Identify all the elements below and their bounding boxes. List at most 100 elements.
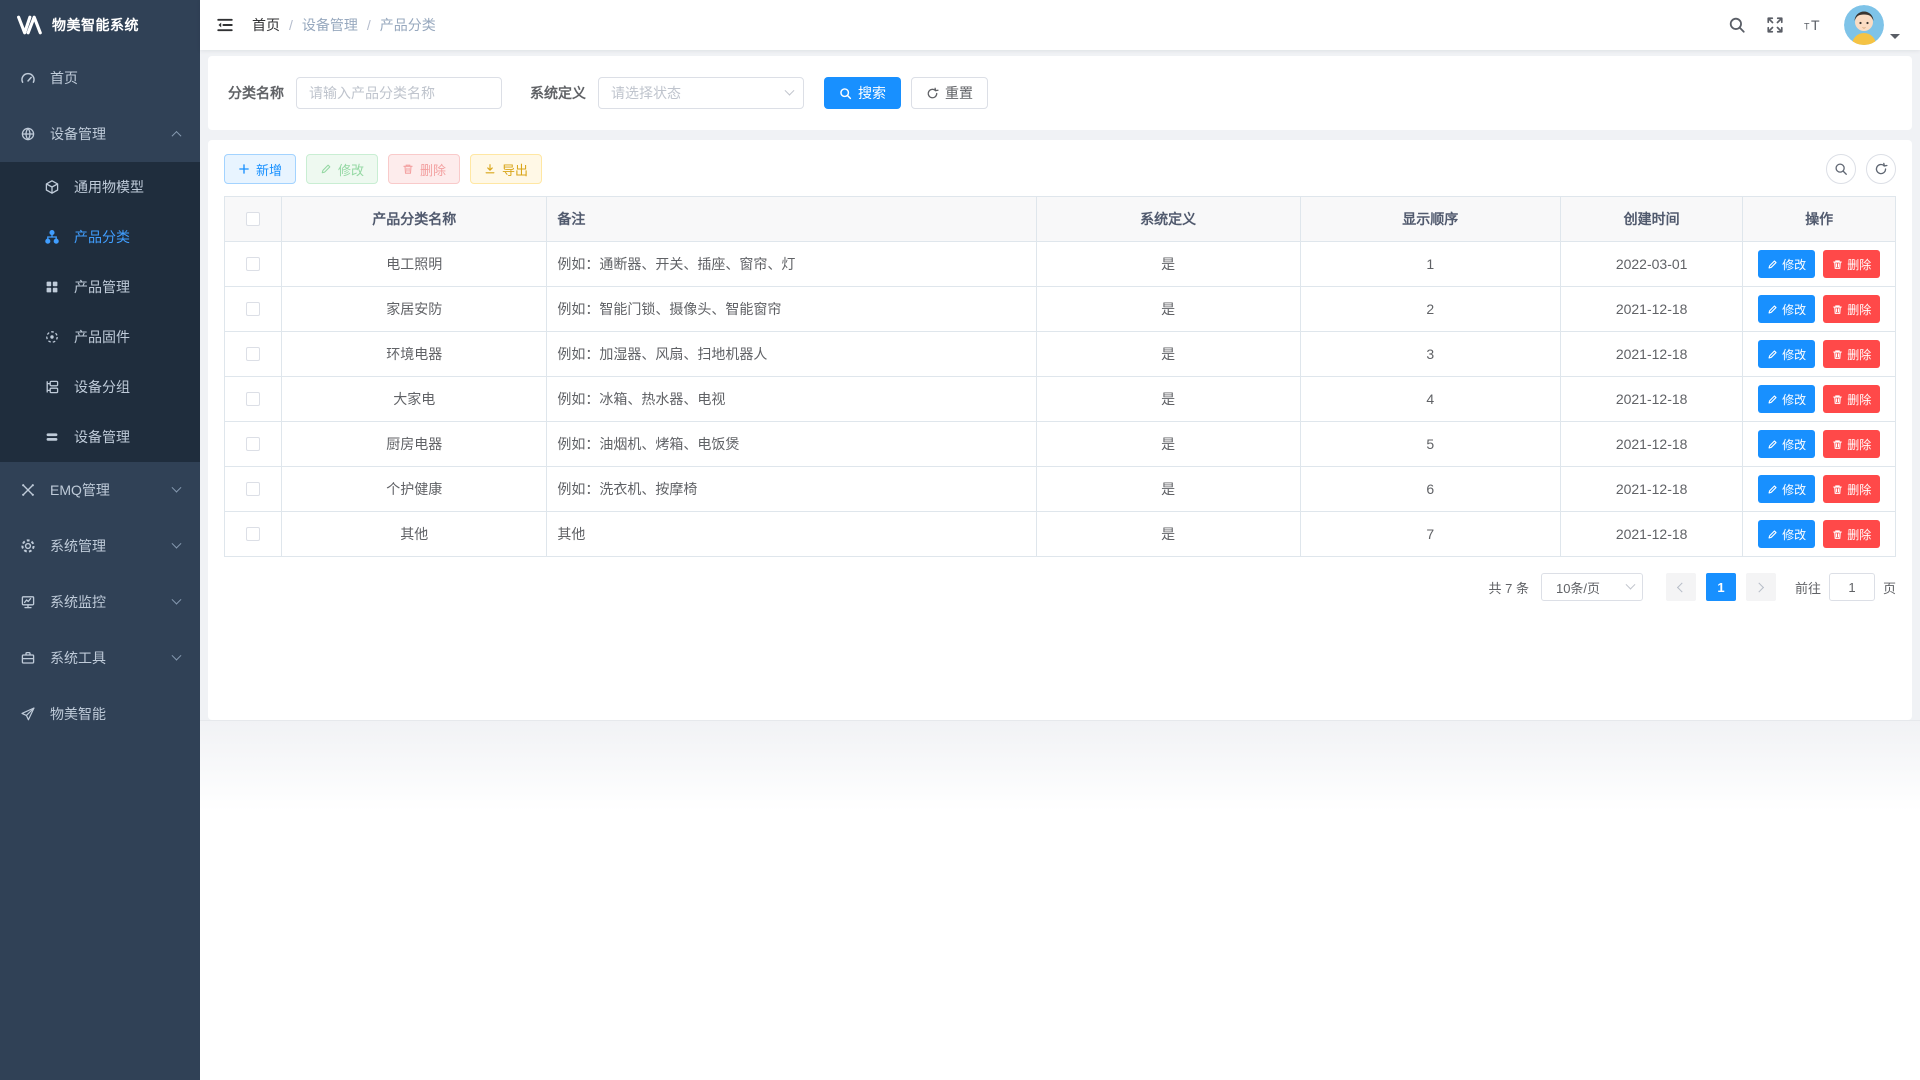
toolbox-icon xyxy=(20,650,36,666)
breadcrumb-device-management: 设备管理 xyxy=(301,17,358,33)
table-row: 厨房电器 例如：油烟机、烤箱、电饭煲是 5 2021-12-18 修改 删除 xyxy=(224,421,1896,467)
sidebar-item-home[interactable]: 首页 xyxy=(0,50,200,106)
font-size-icon[interactable]: T T xyxy=(1804,16,1824,34)
app-title: 物美智能系统 xyxy=(52,17,139,33)
cell-category-name: 家居安防 xyxy=(280,286,548,332)
cell-created-time: 2021-12-18 xyxy=(1559,511,1744,557)
sidebar-item-device-management[interactable]: 设备管理 xyxy=(0,106,200,162)
cell-display-order: 3 xyxy=(1299,331,1561,377)
cell-display-order: 7 xyxy=(1299,511,1561,557)
trash-icon xyxy=(1832,259,1843,270)
category-name-input[interactable] xyxy=(296,77,502,109)
page-number-1[interactable]: 1 xyxy=(1705,573,1736,601)
row-edit-button[interactable]: 修改 xyxy=(1758,430,1816,458)
trash-icon xyxy=(1832,484,1843,495)
paper-plane-icon xyxy=(20,706,36,722)
col-header-order: 显示顺序 xyxy=(1299,196,1561,242)
delete-button[interactable]: 删除 xyxy=(388,154,461,184)
row-delete-button[interactable]: 删除 xyxy=(1823,250,1881,278)
sidebar-item-device-management-sub[interactable]: 设备管理 xyxy=(0,412,200,462)
row-edit-button[interactable]: 修改 xyxy=(1758,340,1816,368)
user-menu[interactable] xyxy=(1844,5,1900,45)
search-icon[interactable] xyxy=(1728,16,1746,34)
row-delete-button[interactable]: 删除 xyxy=(1823,475,1881,503)
prev-page-button[interactable] xyxy=(1665,573,1696,601)
row-delete-button[interactable]: 删除 xyxy=(1823,430,1881,458)
fullscreen-icon[interactable] xyxy=(1766,16,1784,34)
breadcrumb-product-category: 产品分类 xyxy=(379,17,436,33)
row-edit-button[interactable]: 修改 xyxy=(1758,295,1816,323)
sidebar-item-product-management[interactable]: 产品管理 xyxy=(0,262,200,312)
page-size-select[interactable]: 10条/页 xyxy=(1540,573,1643,601)
cell-display-order: 6 xyxy=(1299,466,1561,512)
system-defined-select[interactable]: 请选择状态 xyxy=(598,77,804,109)
plus-icon xyxy=(238,163,250,175)
app-logo[interactable]: 物美智能系统 xyxy=(0,0,200,50)
monitor-icon xyxy=(20,594,36,610)
add-button[interactable]: 新增 xyxy=(224,154,297,184)
cell-remark: 其他 xyxy=(546,511,1037,557)
caret-down-icon xyxy=(1890,34,1900,39)
sidebar-item-product-firmware[interactable]: 产品固件 xyxy=(0,312,200,362)
reset-button[interactable]: 重置 xyxy=(911,77,988,109)
row-checkbox[interactable] xyxy=(246,347,260,361)
search-button[interactable]: 搜索 xyxy=(824,77,901,109)
row-edit-button[interactable]: 修改 xyxy=(1758,385,1816,413)
row-checkbox[interactable] xyxy=(246,257,260,271)
row-checkbox[interactable] xyxy=(246,482,260,496)
chevron-right-icon xyxy=(1754,582,1765,592)
chevron-down-icon xyxy=(784,85,795,96)
export-button[interactable]: 导出 xyxy=(470,154,543,184)
breadcrumb-separator: / xyxy=(366,17,371,33)
sidebar: 物美智能系统 首页 设备管理 xyxy=(0,0,200,1080)
refresh-button[interactable] xyxy=(1866,154,1896,184)
row-checkbox[interactable] xyxy=(246,302,260,316)
table-header-row: 产品分类名称 备注 系统定义 显示顺序 创建时间 操作 xyxy=(224,196,1896,242)
emq-icon xyxy=(20,482,36,498)
row-delete-button[interactable]: 删除 xyxy=(1823,385,1881,413)
chevron-down-icon xyxy=(171,538,182,549)
trash-icon xyxy=(1832,394,1843,405)
page-background xyxy=(200,720,1920,1080)
pagination-total: 共 7 条 xyxy=(1488,580,1529,596)
navbar-actions: T T xyxy=(1728,5,1900,45)
table-toolbar: 新增 修改 删除 导出 xyxy=(224,154,1896,184)
row-edit-button[interactable]: 修改 xyxy=(1758,250,1816,278)
refresh-icon xyxy=(926,87,939,100)
sidebar-item-device-group[interactable]: 设备分组 xyxy=(0,362,200,412)
row-edit-button[interactable]: 修改 xyxy=(1758,520,1816,548)
sidebar-item-wumei-smart[interactable]: 物美智能 xyxy=(0,686,200,742)
cell-remark: 例如：加湿器、风扇、扫地机器人 xyxy=(546,331,1037,377)
goto-page-input[interactable] xyxy=(1828,573,1875,601)
avatar[interactable] xyxy=(1844,5,1884,45)
sidebar-item-system-monitor[interactable]: 系统监控 xyxy=(0,574,200,630)
toggle-search-button[interactable] xyxy=(1826,154,1856,184)
row-checkbox[interactable] xyxy=(246,437,260,451)
pencil-icon xyxy=(1767,304,1778,315)
sidebar-item-emq-management[interactable]: EMQ管理 xyxy=(0,462,200,518)
cell-display-order: 1 xyxy=(1299,241,1561,287)
cell-created-time: 2021-12-18 xyxy=(1559,286,1744,332)
table-row: 家居安防 例如：智能门锁、摄像头、智能窗帘是 2 2021-12-18 修改 删除 xyxy=(224,286,1896,332)
edit-button[interactable]: 修改 xyxy=(306,154,379,184)
row-checkbox[interactable] xyxy=(246,392,260,406)
breadcrumb-home[interactable]: 首页 xyxy=(252,17,280,33)
sidebar-item-system-management[interactable]: 系统管理 xyxy=(0,518,200,574)
sidebar-item-system-tools[interactable]: 系统工具 xyxy=(0,630,200,686)
row-delete-button[interactable]: 删除 xyxy=(1823,520,1881,548)
row-edit-button[interactable]: 修改 xyxy=(1758,475,1816,503)
cell-display-order: 5 xyxy=(1299,421,1561,467)
row-delete-button[interactable]: 删除 xyxy=(1823,295,1881,323)
sitemap-icon xyxy=(44,229,60,245)
next-page-button[interactable] xyxy=(1745,573,1776,601)
cell-system-defined: 是 xyxy=(1035,331,1301,377)
category-name-label: 分类名称 xyxy=(228,85,284,101)
sidebar-fold-icon[interactable] xyxy=(216,16,234,34)
sidebar-item-thing-model[interactable]: 通用物模型 xyxy=(0,162,200,212)
sidebar-item-product-category[interactable]: 产品分类 xyxy=(0,212,200,262)
row-delete-button[interactable]: 删除 xyxy=(1823,340,1881,368)
cell-display-order: 4 xyxy=(1299,376,1561,422)
row-checkbox[interactable] xyxy=(246,527,260,541)
cell-remark: 例如：智能门锁、摄像头、智能窗帘 xyxy=(546,286,1037,332)
select-all-checkbox[interactable] xyxy=(246,212,260,226)
